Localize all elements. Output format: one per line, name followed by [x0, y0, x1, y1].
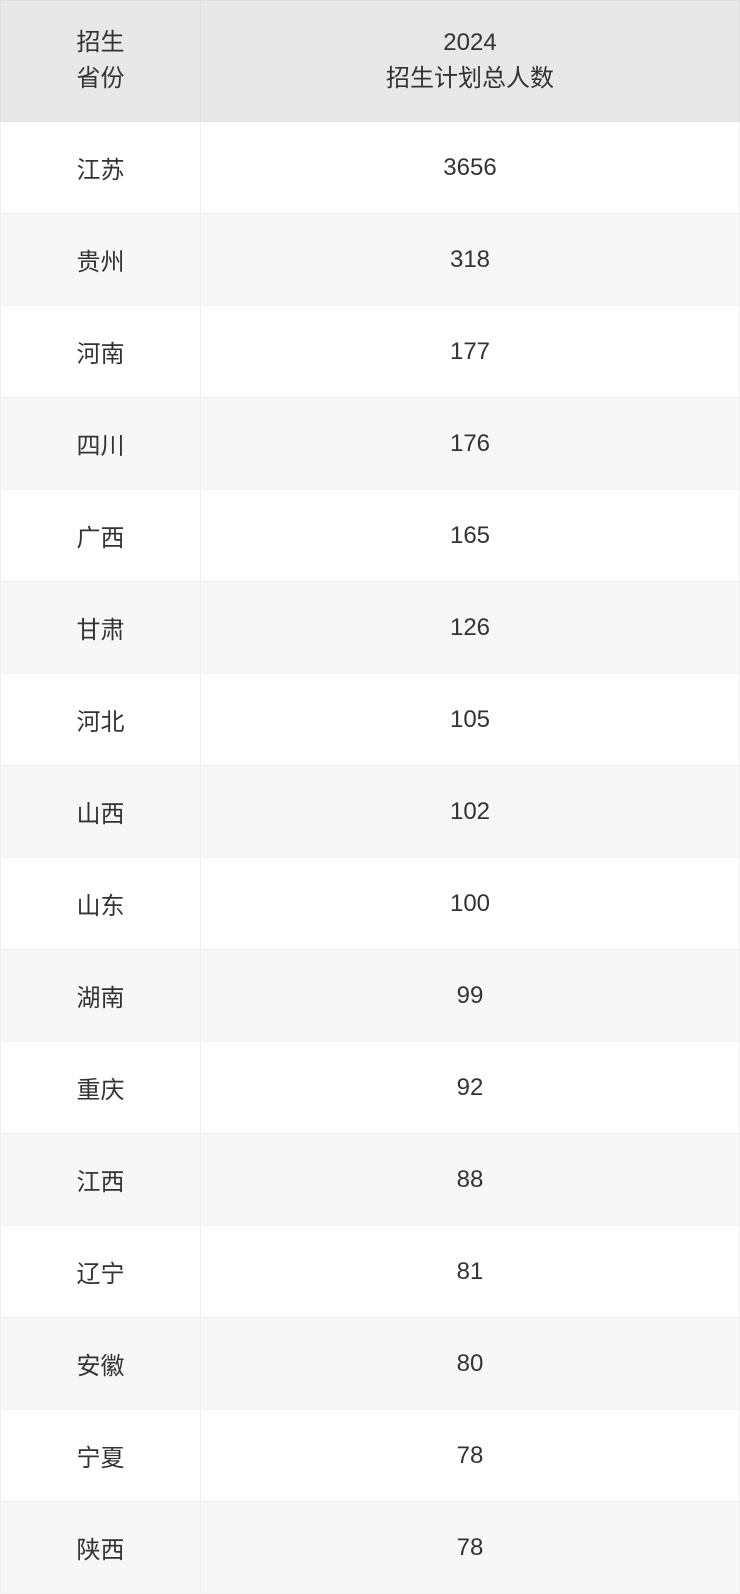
column-header-province: 招生 省份 — [1, 1, 201, 122]
table-row: 湖南99 — [1, 950, 740, 1042]
cell-province: 江苏 — [1, 122, 201, 214]
cell-province: 四川 — [1, 398, 201, 490]
cell-province: 安徽 — [1, 1318, 201, 1410]
cell-count: 88 — [201, 1134, 740, 1226]
table-row: 辽宁81 — [1, 1226, 740, 1318]
table-row: 重庆92 — [1, 1042, 740, 1134]
cell-province: 甘肃 — [1, 582, 201, 674]
cell-count: 126 — [201, 582, 740, 674]
cell-count: 80 — [201, 1318, 740, 1410]
table-row: 安徽80 — [1, 1318, 740, 1410]
cell-count: 92 — [201, 1042, 740, 1134]
table-row: 河北105 — [1, 674, 740, 766]
table-row: 四川176 — [1, 398, 740, 490]
cell-count: 78 — [201, 1410, 740, 1502]
cell-province: 山西 — [1, 766, 201, 858]
header-province-line1: 招生 — [11, 25, 190, 61]
enrollment-table: 招生 省份 2024 招生计划总人数 江苏3656贵州318河南177四川176… — [0, 0, 740, 1594]
table-row: 江苏3656 — [1, 122, 740, 214]
table-row: 广西165 — [1, 490, 740, 582]
cell-count: 176 — [201, 398, 740, 490]
cell-count: 3656 — [201, 122, 740, 214]
table-row: 山东100 — [1, 858, 740, 950]
cell-province: 江西 — [1, 1134, 201, 1226]
cell-count: 78 — [201, 1502, 740, 1594]
cell-province: 湖南 — [1, 950, 201, 1042]
cell-province: 宁夏 — [1, 1410, 201, 1502]
cell-province: 广西 — [1, 490, 201, 582]
cell-province: 山东 — [1, 858, 201, 950]
table-row: 河南177 — [1, 306, 740, 398]
table-header-row: 招生 省份 2024 招生计划总人数 — [1, 1, 740, 122]
cell-province: 河北 — [1, 674, 201, 766]
table-row: 甘肃126 — [1, 582, 740, 674]
table-row: 江西88 — [1, 1134, 740, 1226]
cell-province: 辽宁 — [1, 1226, 201, 1318]
cell-count: 81 — [201, 1226, 740, 1318]
header-count-line1: 2024 — [211, 25, 729, 61]
cell-count: 318 — [201, 214, 740, 306]
table-row: 宁夏78 — [1, 1410, 740, 1502]
header-count-line2: 招生计划总人数 — [211, 61, 729, 97]
cell-province: 河南 — [1, 306, 201, 398]
table-body: 江苏3656贵州318河南177四川176广西165甘肃126河北105山西10… — [1, 122, 740, 1594]
cell-count: 99 — [201, 950, 740, 1042]
cell-province: 贵州 — [1, 214, 201, 306]
column-header-count: 2024 招生计划总人数 — [201, 1, 740, 122]
table-row: 陕西78 — [1, 1502, 740, 1594]
table-row: 贵州318 — [1, 214, 740, 306]
header-province-line2: 省份 — [11, 61, 190, 97]
cell-count: 165 — [201, 490, 740, 582]
cell-count: 100 — [201, 858, 740, 950]
cell-count: 105 — [201, 674, 740, 766]
cell-count: 177 — [201, 306, 740, 398]
cell-province: 重庆 — [1, 1042, 201, 1134]
table-row: 山西102 — [1, 766, 740, 858]
cell-province: 陕西 — [1, 1502, 201, 1594]
cell-count: 102 — [201, 766, 740, 858]
